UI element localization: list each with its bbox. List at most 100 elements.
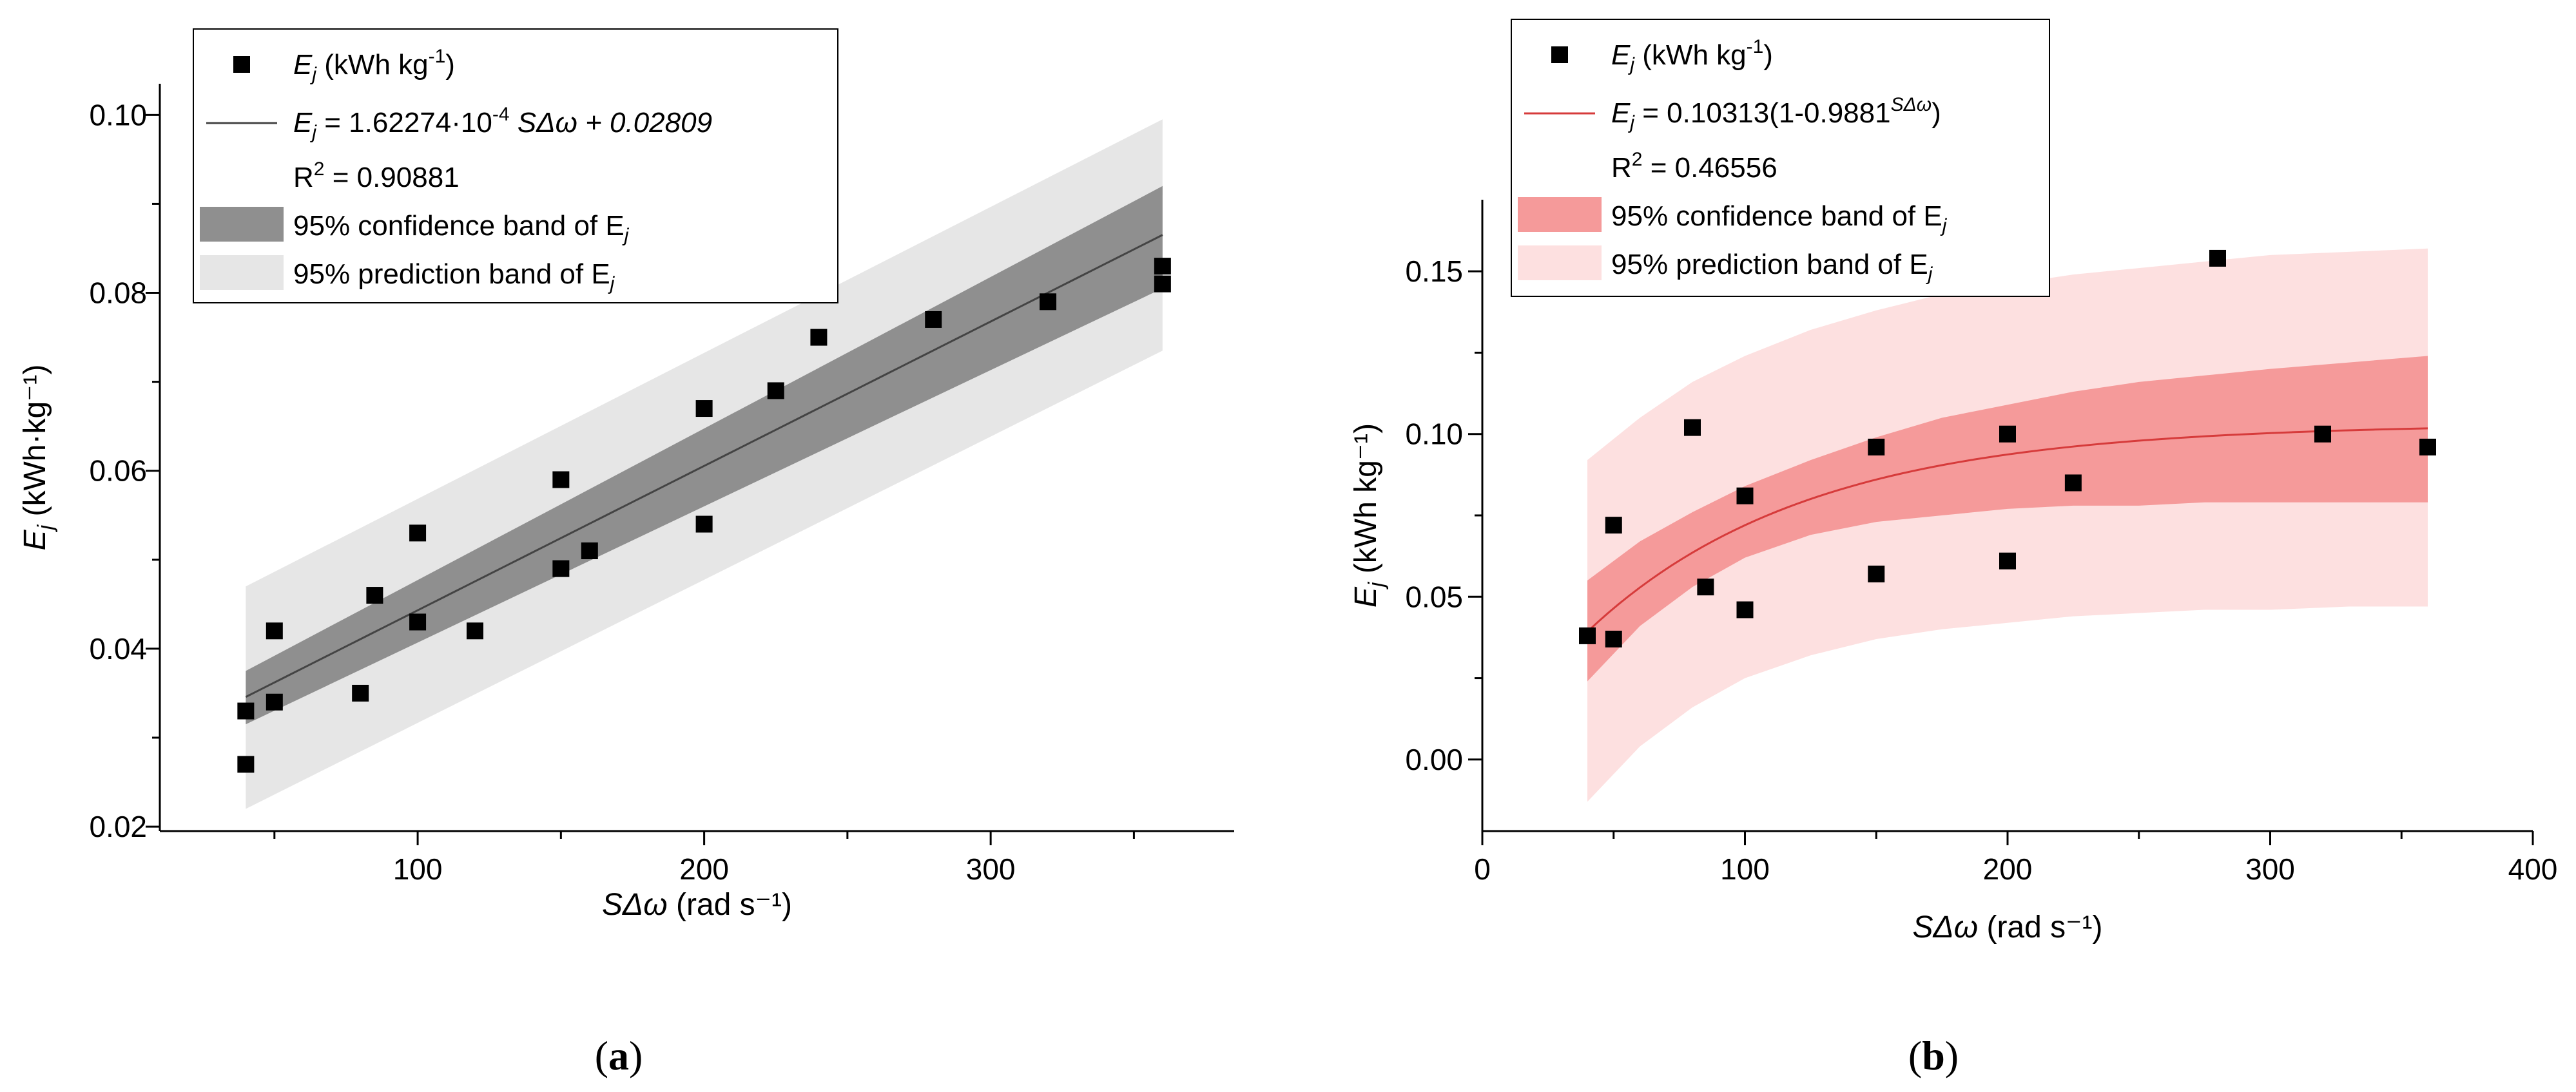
legend-scatter-label: Ej (kWh kg-1): [293, 46, 455, 85]
legend-fit-e: E: [293, 107, 313, 139]
panel-a-data-point: [925, 311, 942, 328]
legend-prediction-symbol: [1518, 245, 1602, 280]
panel-b-data-point: [2064, 474, 2082, 492]
x-label-symbol: SΔω: [602, 888, 668, 922]
legend-scatter-unit-end: ): [445, 49, 455, 81]
panel-b-x-tick-label: 0: [1474, 852, 1491, 886]
panel-b-data-points: [1579, 249, 2436, 647]
panel-b-data-point: [2419, 438, 2436, 455]
legend-scatter-unit-sup: -1: [429, 46, 446, 67]
panel-b-data-point: [2209, 249, 2226, 267]
panel-b-data-point: [1999, 552, 2016, 570]
panel-a-data-point: [581, 542, 598, 559]
legend-scatter-unit-end: ): [1763, 39, 1773, 71]
panel-a-data-point: [1154, 258, 1171, 275]
panel-a-data-point: [266, 693, 283, 711]
panel-b-caption: (b): [1908, 1033, 1959, 1078]
panel-a-data-point: [352, 684, 369, 702]
panel-b-axis-labels: SΔω (rad s⁻¹) Ej (kWh kg⁻¹): [1349, 423, 2102, 944]
panel-b-data-point: [1868, 565, 1885, 582]
panel-b-axes: 0.00 0.05 0.10 0.15 0 100 200 300 400: [1405, 200, 2557, 886]
panel-b-data-point: [1605, 630, 1622, 647]
panel-a-axes: 0.02 0.04 0.06 0.08 0.10 100 200 300: [89, 84, 1234, 886]
panel-b-y-tick-label: 0.10: [1405, 417, 1463, 451]
panel-a-y-tick-label: 0.08: [89, 276, 147, 310]
y-label-unit: (kWh kg⁻¹): [1349, 423, 1383, 582]
legend-fit-eq-sup: -4: [492, 104, 510, 125]
legend-confidence-label: 95% confidence band of Ej: [1611, 200, 1948, 236]
x-label-unit: (rad s⁻¹): [668, 888, 792, 922]
legend-scatter-unit-sup: -1: [1747, 36, 1764, 57]
legend-r2-label: R2 = 0.90881: [293, 158, 460, 193]
panel-a-data-point: [767, 382, 784, 399]
legend-r2-label: R2 = 0.46556: [1611, 149, 1777, 184]
panel-a-data-point: [366, 587, 383, 604]
legend-fit-label: Ej = 0.10313(1-0.9881SΔω): [1611, 94, 1941, 133]
panel-b-data-point: [1697, 579, 1714, 596]
panel-b-y-tick-label: 0.15: [1405, 254, 1463, 288]
legend-r2-sup: 2: [314, 158, 325, 180]
legend-scatter-symbol: [1551, 46, 1568, 63]
legend-scatter-symbol: [233, 56, 250, 73]
legend-scatter-e: E: [293, 49, 313, 81]
panel-a-data-point: [810, 329, 828, 346]
legend-r2-value: = 0.90881: [324, 162, 459, 193]
legend-confidence-symbol: [200, 207, 284, 242]
panel-b-data-point: [1605, 517, 1622, 534]
legend-scatter-label: Ej (kWh kg-1): [1611, 36, 1773, 75]
panel-a-data-points: [237, 258, 1171, 773]
panel-a-data-point: [237, 756, 255, 773]
panel-a-legend-box: [193, 28, 838, 303]
panel-b-bands: [1587, 248, 2428, 802]
legend-confidence-text: 95% confidence band of E: [293, 210, 625, 242]
panel-b-x-tick-label: 300: [2245, 852, 2295, 886]
y-label-sub: j: [34, 524, 58, 532]
panel-a-y-tick-label: 0.02: [89, 810, 147, 843]
panel-b: 0.00 0.05 0.10 0.15 0 100 200 300 400 Ej (kWh kg…: [1349, 19, 2557, 944]
panel-b-x-tick-label: 200: [1983, 852, 2033, 886]
legend-r2-value: = 0.46556: [1642, 152, 1777, 184]
legend-fit-eq: = 0.10313(1-0.9881: [1634, 97, 1891, 129]
panel-b-data-point: [1736, 601, 1754, 618]
panel-a-data-point: [409, 613, 427, 631]
y-label-symbol: E: [18, 529, 52, 550]
panel-a-data-point: [466, 622, 483, 640]
legend-prediction-text: 95% prediction band of E: [293, 258, 610, 290]
panel-a-fit-line: [245, 234, 1163, 698]
legend-scatter-e: E: [1611, 39, 1631, 71]
legend-fit-eq-sup: SΔω: [1891, 94, 1932, 115]
legend-prediction-label: 95% prediction band of Ej: [1611, 249, 1933, 285]
panel-a-data-point: [1040, 293, 1057, 311]
legend-prediction-text: 95% prediction band of E: [1611, 249, 1928, 280]
panel-a-data-point: [1154, 275, 1171, 292]
panel-b-fit-line: [1586, 427, 2428, 633]
panel-b-data-point: [1684, 419, 1701, 436]
panel-b-y-tick-label: 0.00: [1405, 743, 1463, 776]
y-label-unit: (kWh·kg⁻¹): [18, 365, 52, 525]
panel-a: 0.02 0.04 0.06 0.08 0.10 100 200 300 Ej (kWh kg…: [18, 28, 1234, 922]
legend-fit-label: Ej = 1.62274·10-4 SΔω + 0.02809: [293, 104, 712, 143]
x-label-unit: (rad s⁻¹): [1978, 910, 2102, 944]
legend-prediction-label: 95% prediction band of Ej: [293, 258, 615, 294]
panel-b-y-axis-label: Ej (kWh kg⁻¹): [1349, 423, 1389, 608]
panel-b-legend: Ej (kWh kg-1) Ej = 0.10313(1-0.9881SΔω) R2…: [1511, 19, 2050, 297]
legend-prediction-symbol: [200, 255, 284, 290]
panel-a-x-tick-label: 300: [966, 852, 1016, 886]
panel-b-data-point: [2314, 425, 2331, 443]
panel-b-data-point: [1579, 627, 1596, 644]
panel-a-data-point: [695, 400, 713, 417]
panel-a-axis-labels: SΔω (rad s⁻¹) Ej (kWh·kg⁻¹): [18, 365, 792, 922]
y-label-symbol: E: [1349, 586, 1383, 608]
panel-a-x-tick-label: 200: [679, 852, 729, 886]
panel-b-x-tick-label: 400: [2508, 852, 2558, 886]
panel-b-fit-line-group: [1586, 427, 2428, 633]
legend-r2-sup: 2: [1632, 149, 1643, 170]
panel-a-y-tick-label: 0.04: [89, 632, 147, 666]
legend-confidence-text: 95% confidence band of E: [1611, 200, 1942, 232]
panel-a-x-axis-label: SΔω (rad s⁻¹): [602, 888, 792, 922]
legend-fit-eq-end: ): [1932, 97, 1941, 129]
panel-a-caption: (a): [595, 1033, 643, 1078]
panel-a-x-tick-label: 100: [393, 852, 443, 886]
legend-confidence-label: 95% confidence band of Ej: [293, 210, 630, 246]
